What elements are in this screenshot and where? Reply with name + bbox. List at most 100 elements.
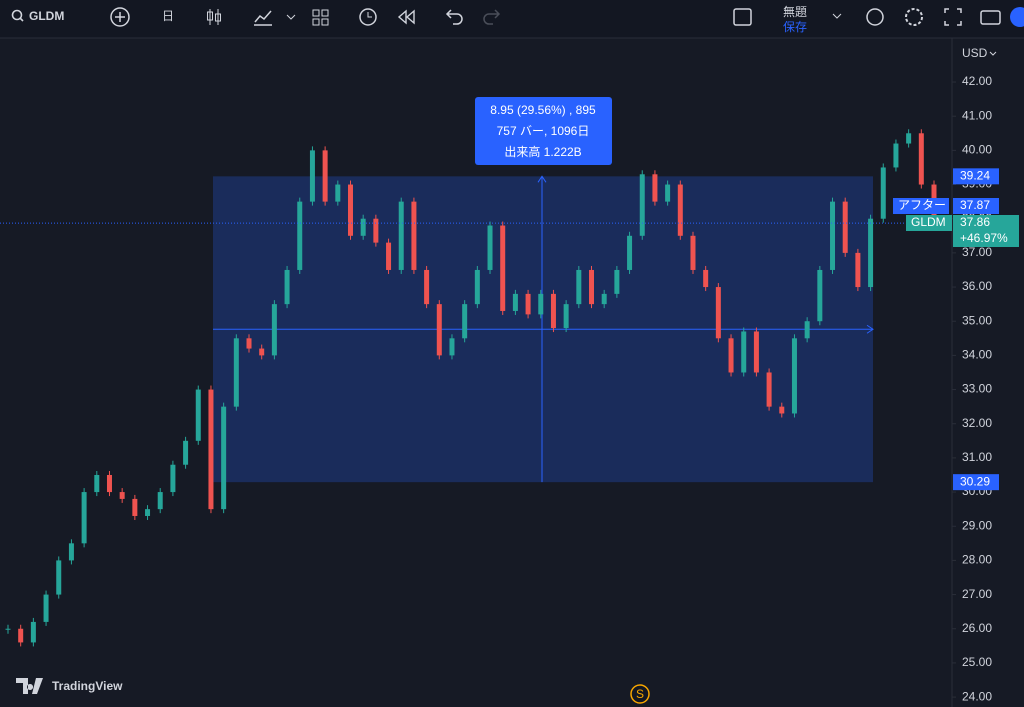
- icon: [215, 13, 221, 22]
- candle: [94, 474, 100, 493]
- icon: [312, 18, 320, 26]
- candle: [512, 293, 518, 311]
- candle: [183, 440, 189, 465]
- settings[interactable]: [905, 8, 923, 26]
- candle: [195, 389, 201, 441]
- candle: [639, 174, 645, 236]
- candle: [271, 304, 277, 356]
- save-status: 保存: [783, 20, 807, 34]
- candle: [18, 628, 24, 643]
- y-tick-label: 25.00: [962, 655, 992, 669]
- candle: [741, 331, 747, 373]
- interval[interactable]: 日: [162, 9, 174, 23]
- undo[interactable]: [445, 9, 463, 25]
- candle: [589, 269, 595, 305]
- y-tick-label: 37.00: [962, 245, 992, 259]
- layouts[interactable]: [312, 9, 329, 26]
- y-tick-label: 26.00: [962, 621, 992, 635]
- y-tick-label: 36.00: [962, 279, 992, 293]
- y-tick-label: 27.00: [962, 587, 992, 601]
- candle: [550, 293, 556, 329]
- candle: [208, 389, 214, 510]
- candle: [436, 304, 442, 356]
- candle: [449, 338, 455, 356]
- candle: [918, 133, 924, 185]
- candle: [728, 338, 734, 373]
- after-tag: [893, 198, 949, 214]
- candle: [563, 304, 569, 329]
- candle: [246, 338, 252, 349]
- currency[interactable]: USD: [962, 46, 997, 60]
- candle: [322, 150, 328, 202]
- candle: [703, 269, 709, 288]
- price-tag-label: 39.24: [960, 169, 990, 183]
- icon: [254, 10, 272, 26]
- symbol-search[interactable]: GLDM: [11, 9, 65, 23]
- price-tag: [953, 474, 999, 491]
- candle: [68, 543, 74, 561]
- icon: [989, 51, 997, 56]
- add-symbol[interactable]: [110, 7, 130, 27]
- price-tag-label: 37.87: [960, 198, 990, 212]
- tooltip-line: 757 バー, 1096日: [497, 124, 590, 138]
- layout-toggle[interactable]: [733, 8, 752, 26]
- symbol-tag: [906, 215, 952, 231]
- candle: [690, 235, 696, 270]
- candle: [868, 218, 874, 288]
- symbol-tag-label: GLDM: [911, 215, 946, 229]
- replay[interactable]: [397, 9, 415, 25]
- quick-search[interactable]: [866, 8, 884, 26]
- chart-type[interactable]: [207, 9, 221, 25]
- tooltip-line: 出来高 1.222B: [504, 144, 581, 159]
- event[interactable]: S: [630, 684, 650, 704]
- redo[interactable]: [483, 9, 501, 25]
- close-tag: [953, 215, 1019, 247]
- candle: [259, 348, 265, 356]
- icon: [312, 9, 320, 17]
- candle: [652, 174, 658, 202]
- y-tick-label: 34.00: [962, 348, 992, 362]
- candle: [893, 143, 899, 168]
- candle: [347, 184, 353, 236]
- candle: [715, 287, 721, 339]
- logo: [16, 678, 43, 694]
- candle: [373, 218, 379, 243]
- icon: [359, 8, 377, 26]
- candle: [411, 201, 417, 270]
- candle: [424, 269, 430, 305]
- price-tag: [953, 198, 999, 214]
- tooltip-line: 8.95 (29.56%) , 895: [490, 103, 596, 117]
- y-tick-label: 24.00: [962, 689, 992, 703]
- candle: [56, 560, 62, 595]
- candle: [145, 509, 151, 516]
- y-tick-label: 33.00: [962, 382, 992, 396]
- candle: [906, 133, 912, 144]
- y-tick-label: 32.00: [962, 416, 992, 430]
- y-tick-label: 28.00: [962, 553, 992, 567]
- event-marker: S: [636, 687, 644, 701]
- candle: [614, 269, 620, 294]
- candle: [297, 201, 303, 270]
- candle: [132, 498, 138, 516]
- candle: [817, 269, 823, 322]
- layout-menu[interactable]: [832, 13, 842, 19]
- candle: [576, 269, 582, 305]
- fullscreen[interactable]: [944, 8, 962, 26]
- price-tag-label: 30.29: [960, 474, 990, 488]
- candle: [5, 628, 11, 630]
- candle: [500, 225, 506, 311]
- indicators[interactable]: [254, 10, 296, 26]
- y-tick-label: 40.00: [962, 143, 992, 157]
- y-tick-label: 42.00: [962, 74, 992, 88]
- alert[interactable]: [359, 8, 377, 26]
- candle: [779, 406, 785, 414]
- candle: [753, 331, 759, 373]
- candle: [386, 242, 392, 270]
- screenshot[interactable]: [980, 10, 1001, 25]
- layout-name[interactable]: 無題: [783, 4, 807, 19]
- candle: [43, 594, 49, 622]
- icon: [397, 9, 415, 25]
- profile[interactable]: [1010, 7, 1024, 27]
- watermark-text: TradingView: [52, 679, 123, 693]
